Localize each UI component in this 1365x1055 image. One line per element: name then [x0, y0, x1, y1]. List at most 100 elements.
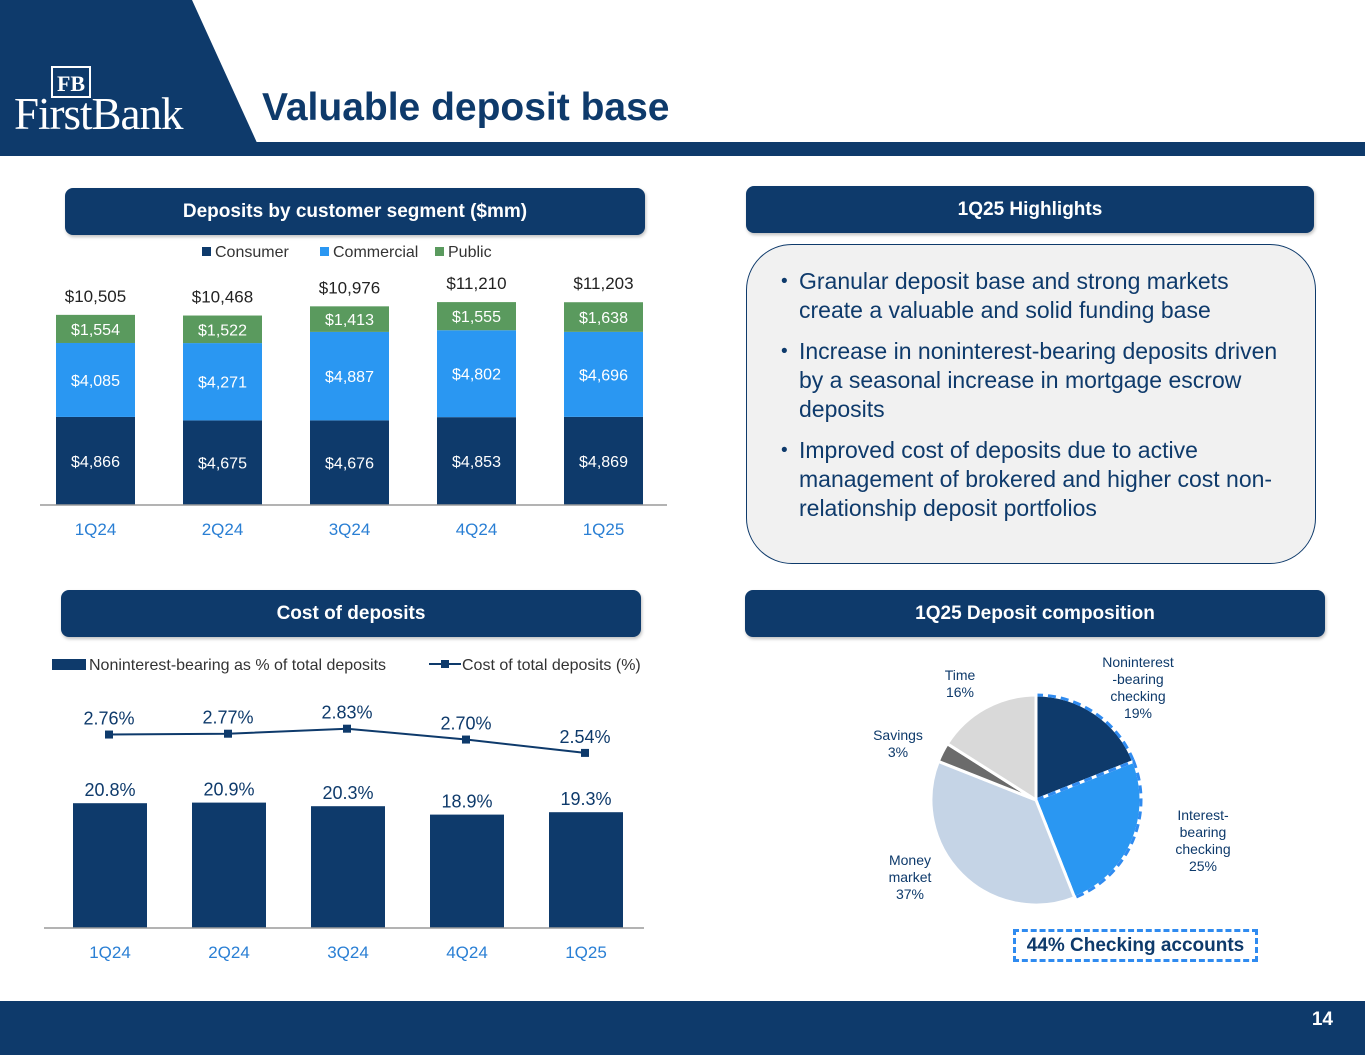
- firstbank-logo: FirstBank: [14, 89, 184, 139]
- bar-segment-commercial: [437, 330, 516, 418]
- bar-total-label: $11,210: [446, 274, 506, 293]
- pie-label: 16%: [946, 684, 974, 700]
- bar-value-label: $4,869: [579, 454, 628, 471]
- highlight-item: • Granular deposit base and strong market…: [781, 267, 1289, 325]
- highlights-list: • Granular deposit base and strong market…: [781, 267, 1289, 523]
- bar-value-label: $1,522: [198, 322, 247, 339]
- cost-label: 2.77%: [202, 708, 253, 728]
- bar-segment-public: [183, 315, 262, 344]
- pie-label: Savings: [873, 727, 923, 743]
- nib-bar-label: 19.3%: [560, 789, 611, 809]
- bar-segment-public: [437, 302, 516, 331]
- highlight-item: • Increase in noninterest-bearing deposit…: [781, 337, 1289, 424]
- bar-total-label: $10,468: [192, 288, 253, 307]
- pie-label: Money: [889, 852, 931, 868]
- highlight-text: Improved cost of deposits due to active …: [799, 437, 1273, 521]
- pie-label: 3%: [888, 744, 908, 760]
- nib-bar: [549, 812, 623, 928]
- x-tick-label: 1Q24: [89, 943, 131, 962]
- logo-panel: [0, 0, 258, 145]
- legend-swatch-bars: [52, 659, 86, 670]
- cost-label: 2.70%: [440, 714, 491, 734]
- nib-bar: [73, 803, 147, 928]
- nib-bar-label: 18.9%: [441, 792, 492, 812]
- bar-segment-commercial: [564, 331, 643, 417]
- bullet-icon: •: [781, 440, 788, 461]
- bar-value-label: $4,085: [71, 373, 120, 390]
- cost-label: 2.54%: [559, 727, 610, 747]
- footer-bar: [0, 1001, 1365, 1055]
- bar-segment-public: [310, 306, 389, 332]
- firstbank-logo-mark: FB: [51, 66, 91, 98]
- bar-total-label: $10,505: [65, 287, 126, 306]
- page-title: Valuable deposit base: [262, 86, 670, 129]
- bar-total-label: $11,203: [573, 274, 633, 293]
- bar-value-label: $4,853: [452, 454, 501, 471]
- bar-value-label: $4,866: [71, 454, 120, 471]
- bar-value-label: $4,271: [198, 375, 247, 392]
- x-tick-label: 3Q24: [327, 943, 369, 962]
- x-tick-label: 1Q24: [75, 520, 117, 539]
- bar-segment-commercial: [56, 342, 135, 417]
- bar-value-label: $1,638: [579, 310, 628, 327]
- legend-swatch-consumer: [202, 247, 211, 256]
- pie-label: market: [889, 869, 932, 885]
- legend-label-bars: Noninterest-bearing as % of total deposi…: [89, 657, 386, 674]
- bar-value-label: $4,696: [579, 367, 628, 384]
- bullet-icon: •: [781, 341, 788, 362]
- deposits-by-segment-chart: Consumer Commercial Public $4,866 $4,085 $1,5…: [40, 244, 667, 539]
- highlight-item: • Improved cost of deposits due to active…: [781, 436, 1289, 523]
- pie-slice-time: [945, 693, 1038, 803]
- pie-label: 37%: [896, 886, 924, 902]
- bar-segment-consumer: [310, 420, 389, 505]
- pie-label: Noninterest: [1102, 654, 1174, 670]
- cost-label: 2.83%: [321, 703, 372, 723]
- cost-marker: [343, 724, 351, 733]
- legend-swatch-public: [435, 247, 444, 256]
- pie-slice-noninterest-bearing-checking: [1034, 693, 1136, 803]
- cost-label: 2.76%: [83, 709, 134, 729]
- bar-segment-commercial: [310, 331, 389, 421]
- x-tick-label: 3Q24: [329, 520, 371, 539]
- legend-marker-sample: [441, 660, 449, 668]
- bar-value-label: $1,413: [325, 312, 374, 329]
- x-tick-label: 2Q24: [208, 943, 250, 962]
- cost-marker: [581, 748, 589, 757]
- pie-label: 19%: [1124, 705, 1152, 721]
- pie-label: bearing: [1180, 824, 1227, 840]
- x-tick-label: 1Q25: [565, 943, 607, 962]
- x-tick-label: 4Q24: [446, 943, 488, 962]
- pie-label: -bearing: [1112, 671, 1163, 687]
- header-rule: [0, 142, 1365, 156]
- nib-bar-label: 20.8%: [84, 780, 135, 800]
- legend-label-public: Public: [448, 244, 492, 261]
- pie-slice-highlight-outline: [1034, 759, 1143, 900]
- nib-bar-label: 20.3%: [322, 783, 373, 803]
- x-tick-label: 4Q24: [456, 520, 498, 539]
- nib-bar-label: 20.9%: [203, 780, 254, 800]
- pie-label: Time: [945, 667, 976, 683]
- x-tick-label: 2Q24: [202, 520, 244, 539]
- pie-label: checking: [1110, 688, 1165, 704]
- bar-segment-public: [564, 302, 643, 332]
- bar-segment-consumer: [437, 417, 516, 505]
- bar-segment-consumer: [56, 416, 135, 505]
- bar-total-label: $10,976: [319, 278, 380, 297]
- cost-of-deposits-header: Cost of deposits: [61, 590, 641, 637]
- bar-value-label: $4,675: [198, 456, 247, 473]
- bar-value-label: $4,802: [452, 367, 501, 384]
- bar-value-label: $1,554: [71, 322, 120, 339]
- bar-segment-commercial: [183, 343, 262, 421]
- nib-bar: [311, 806, 385, 928]
- pie-label: 25%: [1189, 858, 1217, 874]
- bar-value-label: $1,555: [452, 309, 501, 326]
- highlight-text: Increase in noninterest-bearing deposits…: [799, 338, 1278, 422]
- pie-label: Interest-: [1177, 807, 1229, 823]
- legend-label-commercial: Commercial: [333, 244, 418, 261]
- checking-accounts-callout: 44% Checking accounts: [1013, 929, 1258, 962]
- highlights-header: 1Q25 Highlights: [746, 186, 1314, 233]
- legend-label-consumer: Consumer: [215, 244, 289, 261]
- pie-slice-money-market: [929, 759, 1077, 907]
- bar-segment-consumer: [564, 416, 643, 505]
